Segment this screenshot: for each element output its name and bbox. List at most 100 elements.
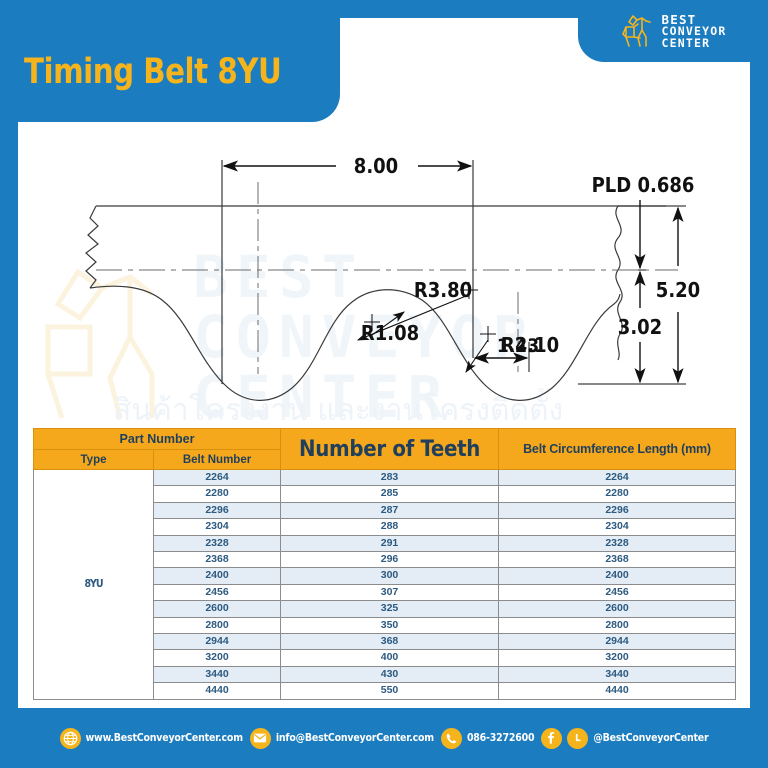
svg-text:3.02: 3.02: [618, 315, 662, 339]
svg-text:R3.80: R3.80: [414, 278, 472, 302]
cell-belt-number: 2456: [153, 583, 281, 602]
website-text: www.BestConveyorCenter.com: [85, 732, 244, 744]
cell-number-of-teeth: 291: [280, 534, 499, 553]
cell-number-of-teeth: 288: [280, 518, 499, 536]
svg-text:5.20: 5.20: [656, 278, 700, 302]
cell-belt-number: 2600: [153, 600, 281, 618]
table-row: 2944 368 2944: [34, 633, 736, 651]
cell-circumference: 2944: [498, 633, 736, 651]
cell-number-of-teeth: 325: [280, 600, 499, 618]
footer-website[interactable]: www.BestConveyorCenter.com: [59, 727, 244, 749]
dimension-pitch: 8.00: [221, 154, 474, 384]
logo-wordmark: BEST CONVEYOR CENTER: [662, 13, 727, 50]
header-belt-circumference: Belt Circumference Length (mm): [498, 428, 736, 470]
table-row: 3440 430 3440: [34, 665, 736, 684]
table-row: 2328 291 2328: [34, 534, 736, 553]
cell-circumference: 2600: [498, 600, 736, 618]
cell-belt-number: 2400: [153, 567, 281, 585]
cell-belt-number: 3440: [153, 665, 281, 684]
cell-belt-number: 3200: [153, 649, 281, 667]
cell-number-of-teeth: 350: [280, 616, 499, 635]
table-row: 2456 307 2456: [34, 583, 736, 602]
conveyor-worker-logo-icon: [621, 15, 651, 47]
table-row: 2600 325 2600: [34, 600, 736, 618]
cell-belt-number: 2280: [153, 485, 281, 503]
svg-text:R2.10: R2.10: [501, 333, 559, 357]
cell-belt-number: 2800: [153, 616, 281, 635]
footer-email[interactable]: info@BestConveyorCenter.com: [249, 727, 434, 749]
cell-circumference: 2800: [498, 616, 736, 635]
table-row: 3200 400 3200: [34, 649, 736, 667]
cell-number-of-teeth: 296: [280, 551, 499, 569]
cell-circumference: 3200: [498, 649, 736, 667]
svg-text:1.43: 1.43: [497, 335, 539, 357]
email-text: info@BestConveyorCenter.com: [275, 732, 434, 744]
table-row: 2800 350 2800: [34, 616, 736, 635]
header-type: Type: [33, 449, 154, 470]
phone-text: 086-3272600: [466, 732, 535, 744]
belt-specification-table: Part Number Number of Teeth Belt Circumf…: [33, 428, 736, 700]
line-icon: [567, 727, 589, 749]
envelope-icon: [249, 727, 271, 749]
cell-number-of-teeth: 285: [280, 485, 499, 503]
footer-social[interactable]: @BestConveyorCenter: [541, 727, 709, 749]
table-row: 8YU 2264 283 2264: [33, 468, 736, 700]
table-body: 8YU 2264 283 2264 2280 285 2280 2296 287 2296 2304…: [33, 468, 736, 700]
cell-belt-number: 2944: [153, 633, 281, 651]
page-title: Timing Belt 8YU: [24, 52, 282, 92]
vertical-centerlines: [257, 182, 519, 374]
dimension-tooth-width: 1.43: [472, 318, 539, 372]
logo-line-1: BEST: [661, 11, 697, 27]
phone-icon: [440, 727, 462, 749]
svg-text:R1.08: R1.08: [361, 321, 419, 345]
globe-icon: [59, 727, 81, 749]
cell-number-of-teeth: 550: [280, 682, 499, 700]
table-row: 2280 285 2280: [34, 485, 736, 503]
cell-circumference: 2296: [498, 501, 736, 520]
header-number-of-teeth: Number of Teeth: [280, 428, 499, 470]
cell-belt-number: 2296: [153, 501, 281, 520]
footer-phone[interactable]: 086-3272600: [440, 727, 535, 749]
cell-number-of-teeth: 300: [280, 567, 499, 585]
svg-text:BEST: BEST: [193, 243, 365, 311]
cell-circumference: 2400: [498, 567, 736, 585]
cell-circumference: 2328: [498, 534, 736, 553]
dimension-total-height: 5.20: [578, 205, 700, 385]
cell-belt-number: 2304: [153, 518, 281, 536]
cell-circumference: 2368: [498, 551, 736, 569]
cell-belt-number: 2328: [153, 534, 281, 553]
cell-belt-number: 2368: [153, 551, 281, 569]
dimension-radius-3-80: R3.80: [356, 278, 478, 341]
dimension-tooth-height: 3.02: [618, 269, 662, 384]
belt-profile-outline: [85, 205, 666, 401]
cell-belt-number: 4440: [153, 682, 281, 700]
svg-text:8.00: 8.00: [354, 154, 398, 178]
cell-circumference: 2264: [498, 468, 736, 487]
dimension-pld: PLD 0.686: [592, 173, 694, 270]
table-row: 2368 296 2368: [34, 551, 736, 569]
cell-number-of-teeth: 430: [280, 665, 499, 684]
cell-circumference: 4440: [498, 682, 736, 700]
technical-drawing: BEST CONVEYOR CENTER สินค้าโครงงาน และงา…: [45, 154, 700, 422]
cell-circumference: 2280: [498, 485, 736, 503]
header-belt-number: Belt Number: [153, 449, 281, 470]
cell-belt-number: 2264: [153, 468, 281, 487]
cell-number-of-teeth: 307: [280, 583, 499, 602]
cell-circumference: 2456: [498, 583, 736, 602]
cell-number-of-teeth: 400: [280, 649, 499, 667]
svg-text:CENTER: CENTER: [193, 363, 451, 422]
table-row: 2296 287 2296: [34, 501, 736, 520]
logo-line-3: CENTER: [661, 35, 711, 50]
table-row: 2304 288 2304: [34, 518, 736, 536]
table-row: 2400 300 2400: [34, 567, 736, 585]
cell-type: 8YU: [33, 469, 154, 700]
facebook-icon: [541, 727, 563, 749]
title-banner-shape: [0, 0, 340, 122]
table-row: 4440 550 4440: [34, 682, 736, 700]
footer-contact-bar: www.BestConveyorCenter.com info@BestConv…: [0, 708, 768, 768]
logo-line-2: CONVEYOR: [661, 23, 727, 38]
header-part-number: Part Number: [33, 428, 281, 450]
dimension-radius-1-08: R1.08: [361, 311, 419, 345]
cell-circumference: 2304: [498, 518, 736, 536]
brand-logo: BEST CONVEYOR CENTER: [578, 0, 768, 62]
